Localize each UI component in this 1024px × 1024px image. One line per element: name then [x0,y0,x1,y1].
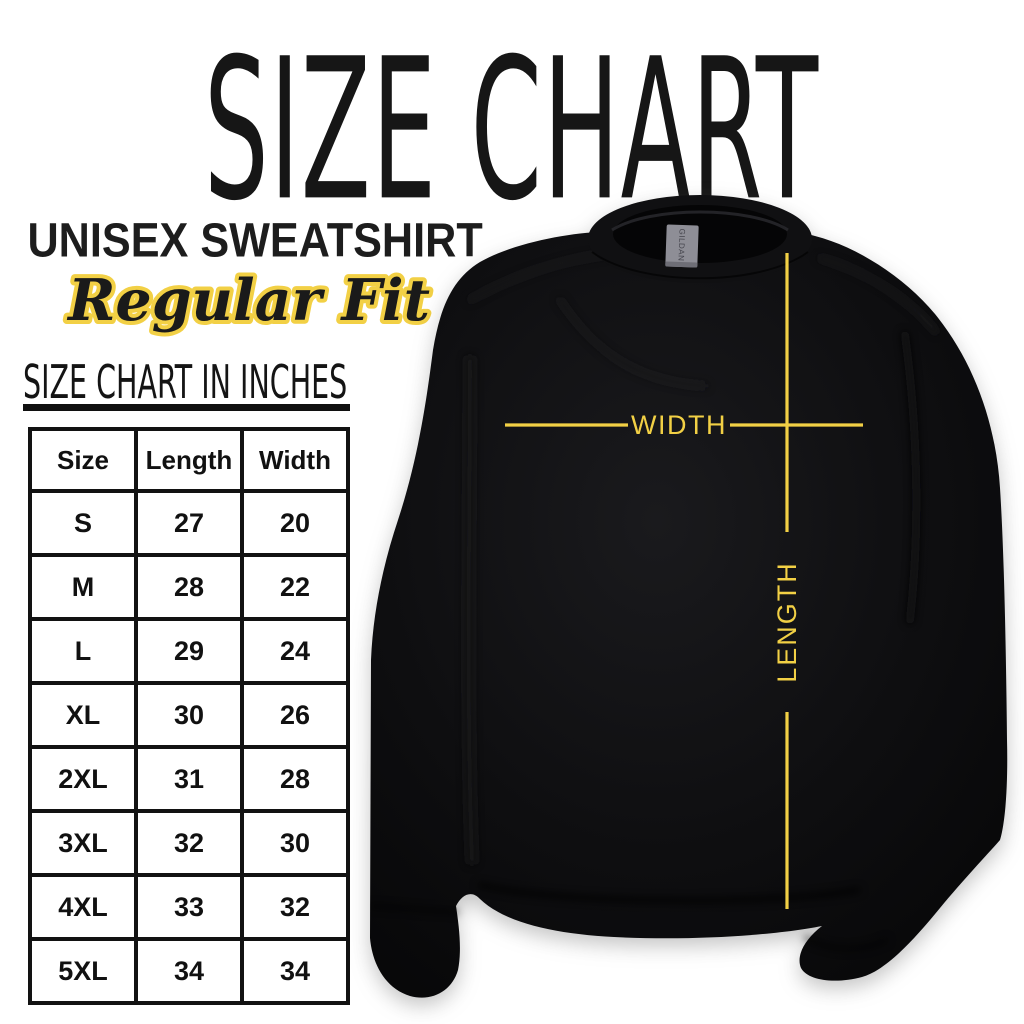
sweatshirt-body [370,229,1008,998]
fit-label: Regular Fit [62,263,434,338]
size-cell: 29 [134,617,244,685]
size-cell: 32 [134,809,244,877]
size-row: 3XL 32 30 [28,809,350,877]
size-cell: 24 [240,617,350,685]
size-table-body: S 27 20 M 28 22 L 29 24 XL 30 26 2XL 31 28 3XL 32 30 4XL 33… [28,489,350,1005]
size-cell: 33 [134,873,244,941]
size-cell: 28 [240,745,350,813]
column-header: Size [28,427,138,493]
column-header: Length [134,427,244,493]
size-cell: 22 [240,553,350,621]
page-title: SIZE CHART [0,16,1024,244]
size-table-header-row: Size Length Width [28,427,350,493]
table-heading: SIZE CHART IN INCHES [23,356,350,411]
size-cell: XL [28,681,138,749]
product-name: UNISEX SWEATSHIRT [18,212,482,267]
table-heading-text: SIZE CHART IN INCHES [23,356,348,410]
size-cell: L [28,617,138,685]
size-cell: 30 [134,681,244,749]
size-cell: 5XL [28,937,138,1005]
size-cell: 2XL [28,745,138,813]
product-name-text: UNISEX SWEATSHIRT [27,212,483,268]
size-row: S 27 20 [28,489,350,557]
size-table: Size Length Width S 27 20 M 28 22 L 29 24 XL 30 26 2XL… [28,427,350,1005]
size-cell: 20 [240,489,350,557]
collar [588,195,812,283]
size-cell: 34 [240,937,350,1005]
size-cell: S [28,489,138,557]
size-cell: 27 [134,489,244,557]
size-row: XL 30 26 [28,681,350,749]
size-cell: 4XL [28,873,138,941]
size-cell: M [28,553,138,621]
size-row: L 29 24 [28,617,350,685]
size-cell: 31 [134,745,244,813]
column-header: Width [240,427,350,493]
size-row: M 28 22 [28,553,350,621]
size-cell: 32 [240,873,350,941]
size-row: 2XL 31 28 [28,745,350,813]
size-row: 4XL 33 32 [28,873,350,941]
length-label: LENGTH [772,561,802,683]
size-cell: 30 [240,809,350,877]
measurement-annotations: WIDTH LENGTH [505,253,863,909]
fabric-folds [370,251,939,951]
size-cell: 34 [134,937,244,1005]
brand-tag: GILDAN [665,224,699,268]
size-cell: 28 [134,553,244,621]
brand-tag-text: GILDAN [676,228,686,261]
sweatshirt-diagram: GILDAN WIDTH LENGTH [370,195,1008,998]
size-cell: 26 [240,681,350,749]
size-row: 5XL 34 34 [28,937,350,1005]
size-cell: 3XL [28,809,138,877]
fit-label-text: Regular Fit [66,267,430,334]
width-label: WIDTH [631,410,727,440]
